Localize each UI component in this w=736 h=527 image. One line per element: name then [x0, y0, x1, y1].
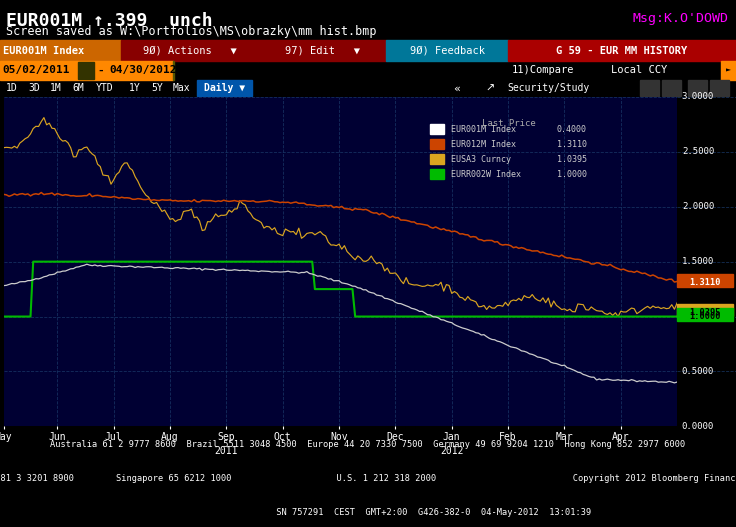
Text: 1.0000: 1.0000 [690, 312, 721, 321]
Text: 3.0000: 3.0000 [682, 92, 714, 102]
Text: 97) Edit   ▼: 97) Edit ▼ [285, 46, 360, 55]
Text: 0.0000: 0.0000 [682, 422, 714, 431]
Text: 0.4000: 0.4000 [556, 125, 587, 134]
Text: YTD: YTD [96, 83, 113, 93]
Text: 1D: 1D [6, 83, 18, 93]
Bar [430, 139, 444, 149]
Text: -: - [97, 65, 104, 75]
Text: 1.3110: 1.3110 [690, 278, 721, 287]
Bar [688, 81, 707, 96]
Text: 04/30/2012: 04/30/2012 [109, 65, 177, 75]
Bar [121, 40, 258, 61]
Text: EURR002W Index: EURR002W Index [450, 170, 520, 179]
Text: EUR001M Index: EUR001M Index [3, 46, 84, 55]
Bar [430, 154, 444, 164]
Text: EUR001M ↑.399  unch: EUR001M ↑.399 unch [6, 12, 213, 30]
Text: Local CCY: Local CCY [611, 65, 667, 75]
FancyBboxPatch shape [677, 308, 733, 321]
Bar [508, 40, 736, 61]
Text: Screen saved as W:\Portfolios\MS\obrazky\mm hist.bmp: Screen saved as W:\Portfolios\MS\obrazky… [6, 25, 376, 38]
Text: EUR001M Index: EUR001M Index [450, 125, 516, 134]
FancyBboxPatch shape [677, 274, 733, 287]
Bar [662, 81, 681, 96]
Text: Last Price: Last Price [482, 120, 536, 129]
Text: 6M: 6M [72, 83, 84, 93]
Text: 1.0395: 1.0395 [690, 308, 721, 317]
Text: 9Ø) Feedback: 9Ø) Feedback [410, 46, 485, 55]
Bar [0, 40, 121, 61]
Text: 2012: 2012 [440, 446, 464, 456]
Bar [258, 40, 386, 61]
Text: 1Y: 1Y [129, 83, 141, 93]
Text: EUR012M Index: EUR012M Index [450, 140, 516, 149]
Bar [430, 124, 444, 134]
Text: EUSA3 Curncy: EUSA3 Curncy [450, 155, 511, 164]
Bar [386, 40, 508, 61]
Text: 9Ø) Actions   ▼: 9Ø) Actions ▼ [143, 46, 237, 55]
Text: 3D: 3D [28, 83, 40, 93]
Text: 1.3110: 1.3110 [556, 140, 587, 149]
Text: 05/02/2011: 05/02/2011 [2, 65, 70, 75]
Bar [721, 61, 736, 80]
Text: «: « [453, 83, 459, 93]
Bar [78, 62, 94, 79]
Text: Msg:K.O'DOWD: Msg:K.O'DOWD [633, 12, 729, 25]
Text: 2.0000: 2.0000 [682, 202, 714, 211]
Bar [430, 170, 444, 179]
Text: ►: ► [726, 66, 731, 75]
Text: 0.5000: 0.5000 [682, 367, 714, 376]
Text: Japan 81 3 3201 8900        Singapore 65 6212 1000                    U.S. 1 212: Japan 81 3 3201 8900 Singapore 65 6212 1… [0, 474, 736, 483]
Text: 11)Compare: 11)Compare [512, 65, 574, 75]
Text: Daily ▼: Daily ▼ [204, 83, 245, 93]
Bar [710, 81, 729, 96]
Text: Australia 61 2 9777 8600  Brazil 5511 3048 4500  Europe 44 20 7330 7500  Germany: Australia 61 2 9777 8600 Brazil 5511 304… [50, 440, 686, 449]
Text: 1.0000: 1.0000 [682, 312, 714, 321]
Text: 1.0000: 1.0000 [556, 170, 587, 179]
Text: Security/Study: Security/Study [508, 83, 590, 93]
Text: 5Y: 5Y [151, 83, 163, 93]
Bar [173, 61, 174, 80]
Text: 2.5000: 2.5000 [682, 148, 714, 157]
Text: G 59 - EUR MM HISTORY: G 59 - EUR MM HISTORY [556, 46, 687, 55]
Text: 1.5000: 1.5000 [682, 257, 714, 266]
Bar [197, 81, 252, 96]
FancyBboxPatch shape [677, 304, 733, 317]
Text: 1.0395: 1.0395 [556, 155, 587, 164]
Text: ↗: ↗ [486, 83, 495, 93]
Text: 1M: 1M [50, 83, 62, 93]
Text: SN 757291  CEST  GMT+2:00  G426-382-0  04-May-2012  13:01:39: SN 757291 CEST GMT+2:00 G426-382-0 04-Ma… [145, 509, 591, 518]
Bar [640, 81, 659, 96]
Text: 2011: 2011 [215, 446, 238, 456]
Bar [0, 61, 173, 80]
Text: Max: Max [173, 83, 191, 93]
